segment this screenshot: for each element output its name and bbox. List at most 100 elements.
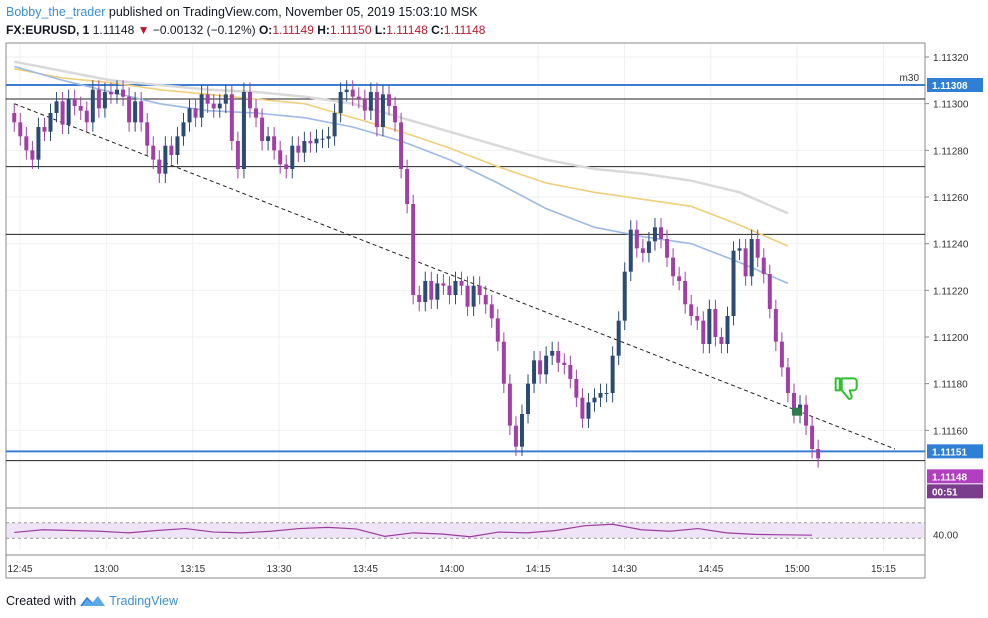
candle-body — [344, 89, 349, 92]
candle-body — [78, 106, 83, 111]
x-tick-label: 13:15 — [180, 564, 205, 575]
ohlc-legend: FX:EURUSD, 1 1.11148 ▼ −0.00132 (−0.12%)… — [6, 23, 485, 37]
x-tick-label: 15:15 — [871, 564, 896, 575]
candle-body — [489, 304, 494, 319]
y-tick-label: 1.11260 — [933, 193, 969, 204]
high-label: H: — [317, 23, 330, 37]
candle-body — [278, 150, 283, 165]
candle-body — [102, 92, 107, 109]
last-price-badge: 1.11148 — [932, 472, 967, 483]
candle-body — [380, 94, 385, 127]
candle-body — [604, 393, 609, 394]
candle-body — [719, 337, 724, 344]
created-with-text: Created with — [6, 594, 77, 608]
candle-body — [810, 425, 815, 449]
candle-body — [562, 362, 567, 365]
candle-body — [507, 383, 512, 426]
candle-body — [181, 122, 186, 137]
candle-body — [610, 355, 615, 393]
candle-body — [423, 281, 428, 302]
y-tick-label: 1.11180 — [933, 380, 968, 391]
candle-body — [247, 92, 252, 109]
candle-body — [658, 227, 663, 239]
candle-body — [284, 164, 289, 169]
last-price-badge-bg — [927, 469, 983, 484]
candle-body — [175, 136, 180, 155]
candle-body — [592, 397, 597, 403]
candle-body — [405, 169, 410, 204]
candle-body — [767, 274, 772, 309]
candle-body — [235, 141, 240, 169]
close-label: C: — [431, 23, 444, 37]
candle-body — [314, 138, 319, 144]
y-tick-label: 1.11300 — [933, 100, 969, 111]
candle-body — [761, 257, 766, 274]
candle-body — [804, 404, 809, 426]
candle-body — [90, 89, 95, 123]
candle-body — [296, 145, 301, 153]
candle-body — [785, 367, 790, 393]
candle-body — [163, 145, 168, 174]
tradingview-link[interactable]: TradingView — [109, 594, 178, 608]
candle-body — [48, 113, 53, 132]
candle-body — [308, 141, 313, 144]
candle-body — [689, 304, 694, 316]
candle-body — [713, 309, 718, 337]
symbol-label[interactable]: FX:EURUSD, 1 — [6, 23, 90, 37]
candle-body — [66, 99, 71, 125]
candle-body — [84, 110, 89, 123]
lower-level-badge: 1.11151 — [932, 447, 967, 458]
rsi-band — [7, 522, 924, 539]
candle-body — [127, 96, 132, 123]
x-tick-label: 14:30 — [612, 564, 637, 575]
candle-body — [550, 351, 555, 356]
thumbs-down-icon — [792, 377, 858, 416]
candle-body — [223, 94, 228, 104]
candle-body — [350, 89, 355, 97]
candle-body — [495, 318, 500, 342]
candle-body — [646, 241, 651, 253]
candle-body — [737, 248, 742, 251]
chart-grid — [5, 42, 926, 579]
y-tick-label: 1.11280 — [933, 146, 969, 157]
candle-body — [114, 89, 119, 95]
y-tick-label: 1.11240 — [933, 240, 969, 251]
x-tick-label: 14:00 — [439, 564, 464, 575]
candle-body — [640, 248, 645, 253]
candle-body — [526, 383, 531, 414]
candle-body — [435, 283, 440, 300]
open-label: O: — [258, 23, 273, 37]
candle-body — [326, 136, 331, 139]
price-change: −0.00132 (−0.12%) — [152, 23, 256, 37]
upper-level-badge-bg — [927, 78, 983, 92]
candle-body — [108, 92, 113, 95]
candle-body — [18, 122, 23, 137]
candle-body — [483, 295, 488, 305]
candle-body — [60, 101, 65, 125]
candle-body — [399, 122, 404, 169]
candle-body — [701, 320, 706, 344]
candle-body — [622, 271, 627, 321]
open-value: 1.11149 — [272, 23, 314, 37]
candle-body — [598, 393, 603, 398]
candle-body — [54, 101, 59, 113]
candle-body — [205, 94, 210, 104]
y-tick-label: 1.11320 — [933, 53, 969, 64]
candle-body — [290, 145, 295, 169]
author-link[interactable]: Bobby_the_trader — [6, 5, 106, 19]
candle-body — [513, 425, 518, 447]
candle-body — [332, 113, 337, 137]
candle-body — [260, 117, 265, 141]
trend-line — [14, 103, 896, 450]
candle-body — [356, 96, 361, 99]
lower-level-badge-bg — [927, 444, 983, 459]
candlesticks — [12, 80, 821, 468]
candle-body — [477, 285, 482, 295]
x-tick-label: 13:30 — [267, 564, 292, 575]
last-price: 1.11148 — [92, 23, 135, 37]
candle-body — [459, 281, 464, 286]
x-tick-label: 15:00 — [785, 564, 810, 575]
candle-body — [616, 320, 621, 356]
candle-body — [96, 89, 101, 109]
